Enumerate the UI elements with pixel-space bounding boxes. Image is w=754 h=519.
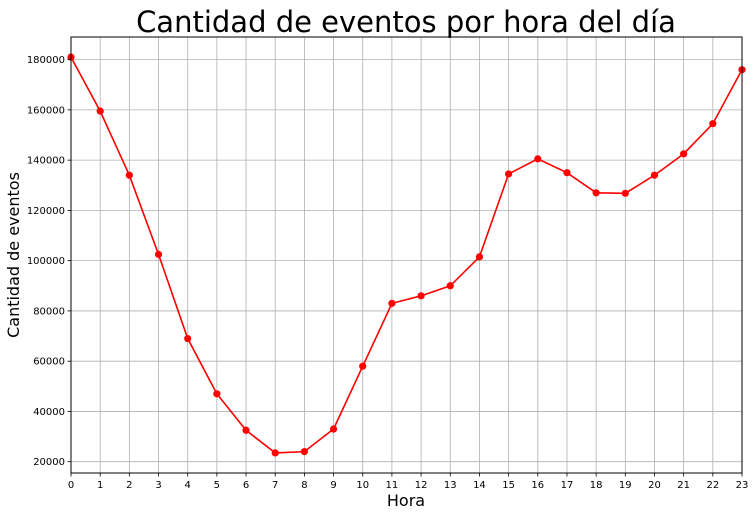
data-point <box>709 120 717 128</box>
y-tick-label: 40000 <box>33 407 65 418</box>
x-axis-label: Hora <box>387 491 425 510</box>
data-point <box>125 171 133 179</box>
data-point <box>592 189 600 197</box>
y-tick-label: 20000 <box>33 457 65 468</box>
data-point <box>505 170 513 178</box>
data-point <box>621 189 629 197</box>
y-tick-label: 120000 <box>27 206 65 217</box>
x-tick-label: 19 <box>619 480 632 491</box>
x-tick-label: 23 <box>736 480 749 491</box>
plot-area-frame <box>70 36 743 474</box>
data-point <box>271 449 279 457</box>
data-point <box>563 169 571 177</box>
x-tick-label: 11 <box>386 480 399 491</box>
data-point <box>96 107 104 115</box>
data-point <box>359 362 367 370</box>
y-tick-label: 100000 <box>27 256 65 267</box>
y-axis-label: Cantidad de eventos <box>4 172 23 338</box>
x-tick-label: 14 <box>473 480 486 491</box>
x-axis-ticks: 0 1 2 3 4 5 6 7 8 9 10 11 12 13 14 15 16 17 18 19 20 21 22 23 <box>68 473 749 491</box>
y-tick-label: 60000 <box>33 357 65 368</box>
y-tick-label: 180000 <box>27 55 65 66</box>
x-tick-label: 17 <box>561 480 574 491</box>
x-tick-label: 3 <box>155 480 161 491</box>
series-layer <box>67 53 746 457</box>
chart-title: Cantidad de eventos por hora del día <box>136 5 676 39</box>
x-tick-label: 4 <box>185 480 191 491</box>
x-tick-label: 15 <box>502 480 515 491</box>
x-tick-label: 12 <box>415 480 428 491</box>
x-tick-label: 21 <box>677 480 690 491</box>
data-point <box>184 334 192 343</box>
data-point <box>475 253 484 261</box>
x-tick-label: 7 <box>272 480 278 491</box>
x-tick-label: 10 <box>356 480 369 491</box>
y-tick-label: 160000 <box>27 105 65 116</box>
x-tick-label: 5 <box>214 480 220 491</box>
data-point <box>388 299 396 307</box>
x-tick-label: 20 <box>648 480 661 491</box>
data-point <box>154 250 163 258</box>
x-tick-label: 18 <box>590 480 603 491</box>
data-point <box>417 292 425 300</box>
x-tick-label: 13 <box>444 480 457 491</box>
x-tick-label: 9 <box>330 480 336 491</box>
x-tick-label: 2 <box>126 480 132 491</box>
data-point <box>534 155 542 163</box>
data-point <box>300 448 308 456</box>
data-point <box>329 425 338 433</box>
x-tick-label: 8 <box>301 480 307 491</box>
y-axis-ticks: 20000 40000 60000 80000 100000 120000 140000 16… <box>27 55 71 468</box>
x-tick-label: 0 <box>68 480 74 491</box>
grid <box>70 37 743 473</box>
x-tick-label: 22 <box>706 480 719 491</box>
y-tick-label: 140000 <box>27 156 65 167</box>
x-tick-label: 16 <box>531 480 544 491</box>
data-point <box>680 150 688 158</box>
data-point <box>446 282 454 290</box>
series-line <box>70 56 743 454</box>
data-point <box>242 426 250 434</box>
y-tick-label: 80000 <box>33 306 65 317</box>
x-tick-label: 6 <box>243 480 249 491</box>
data-point <box>650 171 659 179</box>
data-point <box>213 390 221 398</box>
x-tick-label: 1 <box>97 480 103 491</box>
